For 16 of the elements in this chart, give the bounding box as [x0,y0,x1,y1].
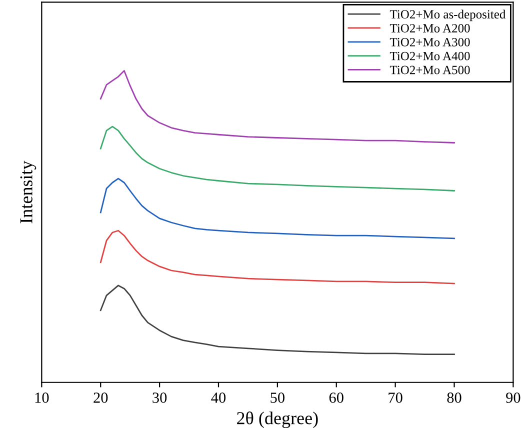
legend-label: TiO2+Mo as-deposited [390,10,506,22]
legend-label: TiO2+Mo A200 [390,24,470,32]
legend-label: TiO2+Mo A400 [390,52,470,60]
x-tick-label: 60 [329,392,344,403]
x-tick-label: 90 [506,392,520,403]
x-tick-label: 80 [447,392,462,403]
x-tick-label: 10 [35,392,49,403]
x-tick-label: 40 [211,392,226,403]
x-tick-label: 30 [152,392,167,403]
x-tick-label: 20 [94,392,108,403]
x-tick-label: 70 [388,392,402,403]
x-tick-label: 50 [270,392,284,403]
y-axis-title: Intensity [20,160,36,224]
legend-label: TiO2+Mo A300 [390,38,470,46]
x-axis-title: 2θ (degree) [237,412,318,428]
legend-label: TiO2+Mo A500 [390,66,470,74]
